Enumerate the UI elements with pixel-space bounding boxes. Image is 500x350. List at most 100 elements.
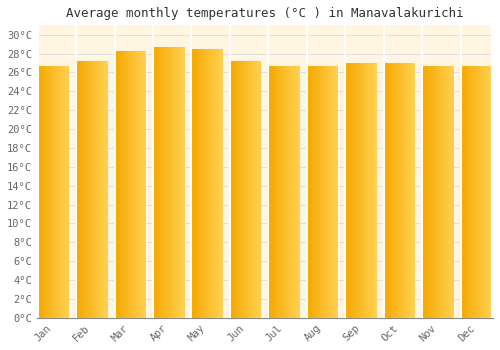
Bar [157,47,158,318]
Bar [123,51,124,318]
Bar [40,66,42,318]
Bar [463,66,464,318]
Bar [86,61,88,318]
Bar [77,61,78,318]
Bar [42,66,43,318]
Bar [63,66,64,318]
Bar [392,63,394,318]
Bar [406,63,407,318]
Bar [281,66,282,318]
Bar [58,66,59,318]
Bar [398,63,400,318]
Bar [125,51,126,318]
Bar [50,66,51,318]
Bar [328,66,329,318]
Bar [99,61,100,318]
Bar [79,61,80,318]
Bar [478,66,480,318]
Bar [480,66,482,318]
Bar [154,47,155,318]
Bar [296,66,297,318]
Bar [440,66,441,318]
Bar [253,61,254,318]
Bar [232,61,233,318]
Bar [426,66,428,318]
Bar [409,63,410,318]
Bar [363,63,364,318]
Bar [358,63,359,318]
Bar [156,47,157,318]
Bar [283,66,284,318]
Bar [407,63,408,318]
Bar [38,66,40,318]
Bar [490,66,491,318]
Bar [292,66,294,318]
Bar [464,66,465,318]
Bar [162,47,164,318]
Bar [129,51,130,318]
Bar [48,66,49,318]
Bar [95,61,96,318]
Bar [210,49,212,318]
Bar [483,66,484,318]
Bar [192,49,194,318]
Bar [126,51,127,318]
Bar [268,66,270,318]
Bar [332,66,333,318]
Bar [410,63,411,318]
Bar [92,61,93,318]
Bar [67,66,68,318]
Bar [368,63,370,318]
Bar [54,66,56,318]
Bar [222,49,223,318]
Bar [76,61,77,318]
Bar [248,61,249,318]
Bar [121,51,122,318]
Bar [200,49,201,318]
Bar [350,63,352,318]
Bar [155,47,156,318]
Bar [354,63,355,318]
Bar [199,49,200,318]
Bar [394,63,396,318]
Bar [66,66,67,318]
Bar [474,66,476,318]
Bar [436,66,437,318]
Bar [434,66,435,318]
Bar [242,61,244,318]
Bar [175,47,176,318]
Bar [274,66,276,318]
Bar [78,61,79,318]
Bar [352,63,354,318]
Bar [374,63,375,318]
Bar [326,66,327,318]
Bar [330,66,331,318]
Bar [422,66,424,318]
Bar [97,61,98,318]
Bar [400,63,402,318]
Bar [307,66,308,318]
Bar [144,51,145,318]
Bar [233,61,234,318]
Bar [435,66,436,318]
Bar [405,63,406,318]
Bar [288,66,290,318]
Bar [311,66,312,318]
Bar [174,47,175,318]
Bar [220,49,221,318]
Bar [472,66,474,318]
Bar [297,66,298,318]
Bar [452,66,453,318]
Bar [286,66,288,318]
Bar [388,63,389,318]
Bar [446,66,448,318]
Bar [310,66,311,318]
Bar [442,66,444,318]
Bar [251,61,252,318]
Bar [320,66,322,318]
Bar [327,66,328,318]
Bar [404,63,405,318]
Bar [234,61,235,318]
Bar [469,66,470,318]
Bar [489,66,490,318]
